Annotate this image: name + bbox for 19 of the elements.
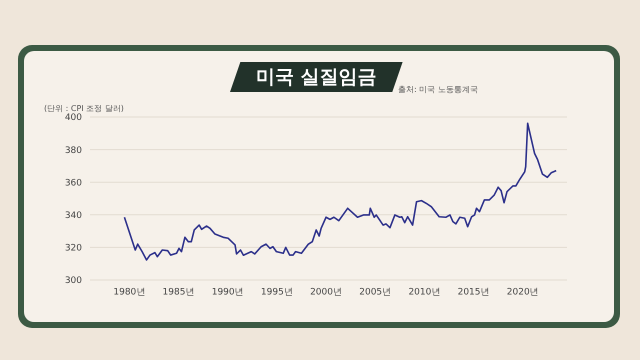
chart-title: 미국 실질임금 — [256, 66, 377, 88]
source-note: 출처: 미국 노동통계국 — [398, 84, 478, 95]
y-axis-title: (단위 : CPI 조정 달러) — [44, 103, 124, 113]
y-tick-label: 320 — [64, 244, 82, 254]
x-tick-label: 2015년 — [458, 287, 490, 298]
x-tick-label: 2010년 — [408, 287, 440, 298]
x-tick-label: 1990년 — [212, 287, 244, 298]
x-tick-label: 2000년 — [310, 287, 342, 298]
x-tick-label: 1995년 — [260, 287, 293, 298]
line-series — [124, 122, 557, 261]
y-tick-label: 300 — [64, 276, 82, 286]
x-tick-label: 2020년 — [506, 287, 539, 298]
x-tick-label: 1980년 — [113, 287, 146, 298]
x-tick-label: 1985년 — [162, 287, 194, 298]
x-tick-label: 2005년 — [359, 287, 392, 298]
y-tick-label: 400 — [64, 113, 82, 124]
y-tick-label: 380 — [64, 146, 82, 156]
y-tick-label: 360 — [64, 178, 82, 188]
y-tick-label: 340 — [64, 210, 82, 221]
